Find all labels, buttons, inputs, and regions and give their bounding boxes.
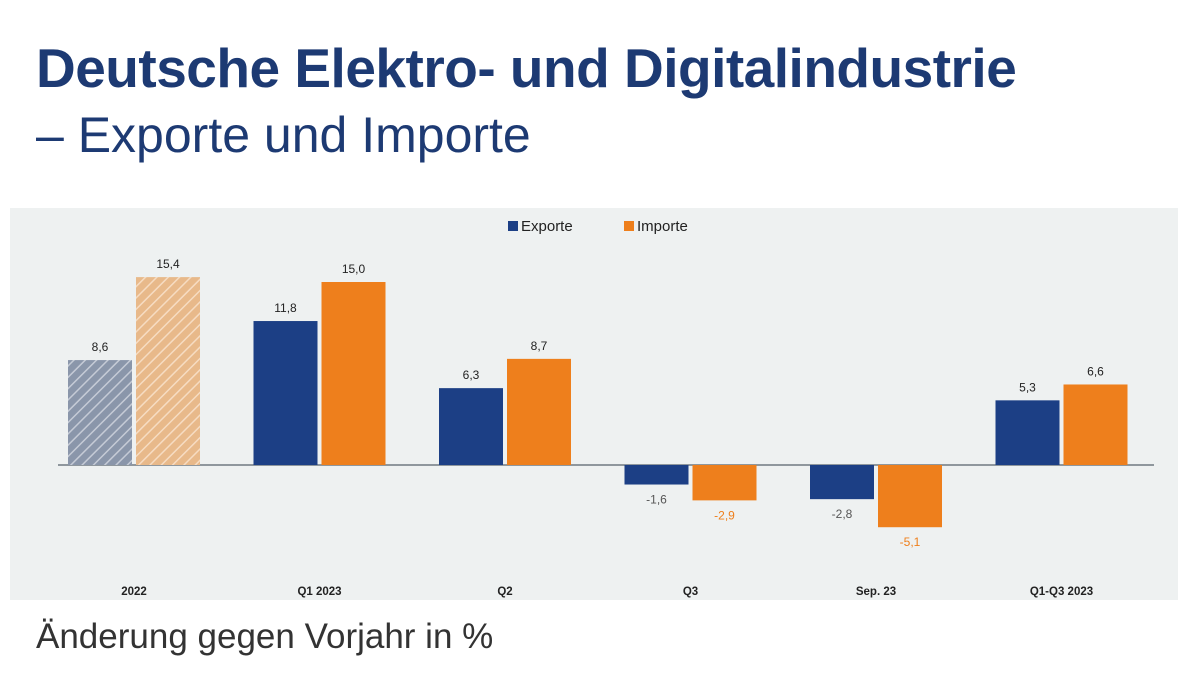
value-label-exporte-1: 11,8 [274, 301, 297, 315]
value-label-exporte-0: 8,6 [92, 340, 109, 354]
category-label-1: Q1 2023 [297, 586, 341, 598]
category-label-4: Sep. 23 [856, 586, 896, 598]
bar-importe-3 [692, 465, 757, 501]
bar-chart: Exporte Importe 8,6 15,4 11,8 15,0 6,3 8,7 -1,6… [58, 218, 1154, 598]
bar-importe-4 [878, 465, 942, 528]
category-label-3: Q3 [683, 586, 698, 598]
chart-title: Deutsche Elektro- und Digitalindustrie [36, 37, 1017, 99]
chart-panel: Exporte Importe 8,6 15,4 11,8 15,0 6,3 8,7 -1,6… [10, 208, 1178, 600]
value-label-exporte-3: -1,6 [646, 493, 667, 507]
bar-importe-2 [507, 358, 571, 465]
chart-footnote: Änderung gegen Vorjahr in % [36, 617, 494, 656]
value-label-importe-1: 15,0 [342, 262, 366, 276]
value-label-importe-0: 15,4 [156, 257, 180, 271]
bar-exporte-4 [810, 465, 874, 500]
legend-swatch-exporte [508, 221, 518, 231]
category-label-5: Q1-Q3 2023 [1030, 586, 1093, 598]
value-label-importe-5: 6,6 [1087, 364, 1104, 378]
value-label-exporte-2: 6,3 [463, 368, 480, 382]
bar-importe-1 [321, 282, 386, 465]
legend-label-exporte: Exporte [521, 218, 573, 235]
bar-exporte-3 [624, 465, 689, 485]
legend: Exporte Importe [508, 218, 688, 235]
bar-exporte-2 [439, 388, 503, 465]
chart-subtitle: – Exporte und Importe [36, 107, 531, 163]
category-label-2: Q2 [497, 586, 512, 598]
legend-swatch-importe [624, 221, 634, 231]
legend-label-importe: Importe [637, 218, 688, 235]
category-label-0: 2022 [121, 586, 147, 598]
bar-exporte-1 [253, 321, 318, 465]
value-labels-group: 8,6 15,4 11,8 15,0 6,3 8,7 -1,6 -2,9 -2,8 -5,1 5,3… [92, 257, 1105, 549]
value-label-importe-2: 8,7 [531, 339, 548, 353]
value-label-exporte-5: 5,3 [1019, 380, 1036, 394]
bar-exporte-5 [995, 400, 1060, 465]
value-label-importe-4: -5,1 [900, 535, 921, 549]
value-label-importe-3: -2,9 [714, 508, 735, 522]
value-label-exporte-4: -2,8 [832, 507, 853, 521]
bar-importe-0 [136, 277, 200, 465]
category-labels-group: 2022 Q1 2023 Q2 Q3 Sep. 23 Q1-Q3 2023 [121, 586, 1093, 598]
bar-exporte-0 [68, 360, 132, 465]
bars-group [58, 277, 1154, 528]
bar-importe-5 [1063, 384, 1128, 465]
